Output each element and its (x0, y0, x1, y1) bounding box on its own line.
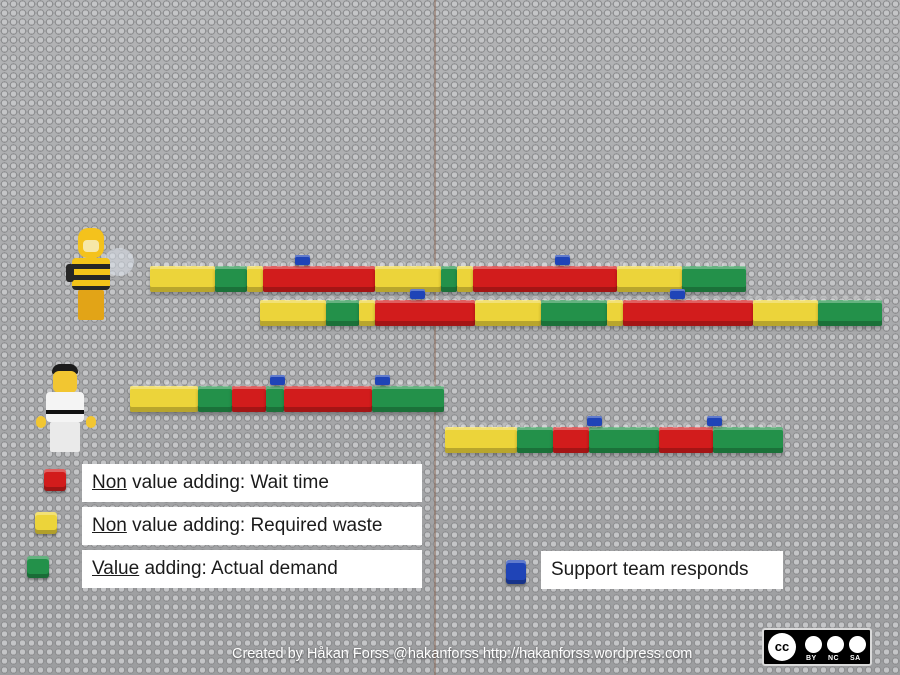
brick-waste (445, 422, 517, 453)
support-tile (707, 416, 722, 426)
brick-value (198, 381, 232, 412)
brick-value (266, 381, 284, 412)
brick-wait (473, 261, 617, 292)
legend-wait-text: value adding: Wait time (126, 472, 329, 493)
brick-wait (263, 261, 375, 292)
brick-value (682, 261, 746, 292)
license-by: BY (806, 655, 817, 662)
support-tile (587, 416, 602, 426)
bee-minifigure-icon (66, 228, 136, 326)
value-stream-row-4 (445, 422, 783, 453)
sa-icon (848, 635, 867, 654)
license-sa: SA (850, 655, 861, 662)
brick-waste (359, 295, 375, 326)
brick-value (215, 261, 247, 292)
legend-waste-prefix: Non (92, 515, 127, 536)
brick-wait (375, 295, 475, 326)
brick-wait (623, 295, 753, 326)
legend-value-prefix: Value (92, 558, 140, 579)
cc-logo: cc (768, 633, 796, 661)
baseplate-seam (434, 0, 436, 675)
cc-by-nc-sa-icon[interactable]: cc BY NC SA (762, 628, 872, 666)
brick-waste (260, 295, 326, 326)
brick-waste (617, 261, 682, 292)
brick-wait (659, 422, 713, 453)
wait-time-swatch (44, 469, 66, 491)
legend-wait-prefix: Non (92, 472, 127, 493)
support-tile (375, 375, 390, 385)
legend-value-text: adding: Actual demand (139, 558, 338, 579)
brick-value (372, 381, 444, 412)
value-stream-row-1 (150, 261, 746, 292)
value-stream-row-3 (130, 381, 444, 412)
support-team-swatch (506, 560, 526, 584)
brick-wait (284, 381, 372, 412)
required-waste-swatch (35, 512, 57, 534)
support-tile (670, 289, 685, 299)
brick-value (818, 295, 882, 326)
brick-waste (753, 295, 818, 326)
legend-wait-time: Non value adding: Wait time (82, 464, 422, 502)
by-icon (804, 635, 823, 654)
support-tile (270, 375, 285, 385)
brick-waste (475, 295, 541, 326)
brick-value (326, 295, 359, 326)
support-tile (410, 289, 425, 299)
legend-waste-text: value adding: Required waste (126, 515, 383, 536)
actual-demand-swatch (27, 556, 49, 578)
karate-minifigure-icon (34, 364, 102, 454)
value-stream-row-2 (260, 295, 882, 326)
nc-icon (826, 635, 845, 654)
brick-waste (457, 261, 473, 292)
brick-waste (247, 261, 263, 292)
brick-value (517, 422, 553, 453)
brick-value (441, 261, 457, 292)
credit-text: Created by Håkan Forss @hakanforss http:… (232, 646, 693, 662)
brick-value (589, 422, 659, 453)
brick-waste (375, 261, 441, 292)
brick-value (541, 295, 607, 326)
license-nc: NC (828, 655, 840, 662)
brick-wait (553, 422, 589, 453)
brick-wait (232, 381, 266, 412)
brick-waste (607, 295, 623, 326)
brick-waste (130, 381, 198, 412)
support-tile (555, 255, 570, 265)
support-tile (295, 255, 310, 265)
brick-waste (150, 261, 215, 292)
brick-value (713, 422, 783, 453)
legend-support-text: Support team responds (551, 559, 749, 580)
legend-actual-demand: Value adding: Actual demand (82, 550, 422, 588)
legend-required-waste: Non value adding: Required waste (82, 507, 422, 545)
legend-support-team: Support team responds (541, 551, 783, 589)
